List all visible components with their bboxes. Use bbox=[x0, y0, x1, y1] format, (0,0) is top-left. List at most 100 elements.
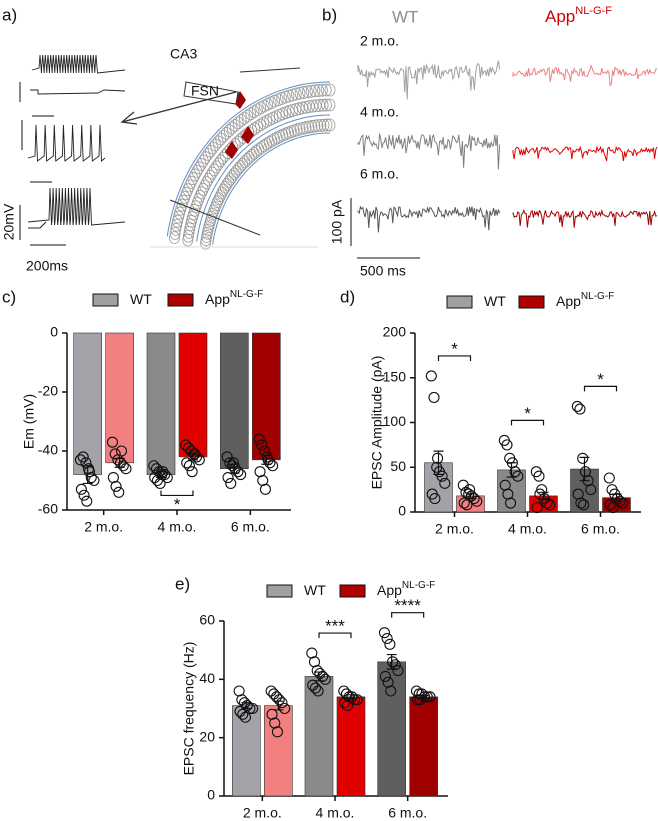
legend-swatch bbox=[167, 293, 194, 307]
neuron bbox=[324, 98, 336, 112]
legend-swatch bbox=[92, 293, 119, 307]
data-point bbox=[439, 477, 451, 489]
data-point bbox=[244, 702, 256, 715]
legend-swatch bbox=[518, 295, 545, 309]
data-point bbox=[256, 439, 268, 451]
data-point bbox=[384, 638, 396, 650]
y-axis-label: EPSC Amplitude (pA) bbox=[369, 356, 385, 490]
neuron bbox=[318, 118, 330, 132]
data-point bbox=[157, 466, 169, 478]
data-point bbox=[117, 460, 129, 472]
neuron bbox=[305, 84, 317, 98]
significance-bracket bbox=[160, 490, 194, 497]
neuron bbox=[226, 121, 238, 135]
data-point bbox=[106, 436, 119, 448]
legend-swatch bbox=[339, 584, 366, 598]
data-point bbox=[273, 694, 285, 706]
voltage-trace bbox=[28, 221, 47, 229]
neuron bbox=[170, 222, 182, 236]
electrode bbox=[239, 67, 301, 73]
significance-label: **** bbox=[394, 596, 421, 615]
data-point bbox=[227, 457, 239, 469]
data-point bbox=[259, 483, 271, 495]
neuron bbox=[187, 211, 198, 224]
data-point bbox=[191, 451, 203, 463]
fsn-cell bbox=[225, 141, 238, 159]
y-axis-label: Em (mV) bbox=[21, 394, 37, 449]
layer-line bbox=[166, 81, 331, 237]
y-tick-label: -60 bbox=[38, 501, 58, 517]
neuron bbox=[187, 172, 199, 185]
data-point bbox=[425, 370, 437, 382]
scale-label: 20mV bbox=[1, 203, 17, 240]
legend-label: WT bbox=[130, 291, 152, 307]
voltage-trace bbox=[31, 54, 126, 74]
neuron bbox=[294, 86, 306, 100]
significance-bracket bbox=[437, 355, 472, 361]
data-point bbox=[271, 726, 283, 738]
legend-name: App bbox=[556, 293, 581, 309]
panel-label: d) bbox=[340, 287, 355, 306]
data-point bbox=[577, 452, 589, 464]
neuron bbox=[300, 121, 312, 134]
neuron bbox=[201, 176, 212, 190]
cell-label: FSN bbox=[191, 83, 219, 99]
legend-label: AppNL-G-F bbox=[377, 580, 435, 598]
data-point bbox=[346, 691, 358, 703]
neuron bbox=[276, 92, 288, 105]
y-tick-label: 150 bbox=[383, 368, 407, 384]
significance-label: * bbox=[451, 339, 458, 358]
neuron bbox=[242, 109, 253, 123]
neuron bbox=[171, 218, 183, 232]
neuron bbox=[255, 118, 266, 132]
neuron bbox=[283, 89, 295, 103]
neuron bbox=[290, 87, 302, 101]
data-point bbox=[574, 403, 586, 415]
neuron bbox=[313, 84, 325, 97]
data-point bbox=[85, 471, 97, 484]
neuron bbox=[303, 120, 315, 134]
bar bbox=[336, 696, 366, 797]
data-point bbox=[432, 452, 444, 464]
data-point bbox=[460, 486, 472, 498]
current-trace bbox=[357, 205, 501, 233]
scale-label: 500 ms bbox=[360, 263, 406, 279]
data-point bbox=[349, 694, 361, 706]
fsn-cell bbox=[241, 126, 254, 144]
significance-bracket bbox=[583, 385, 618, 392]
current-trace bbox=[512, 145, 658, 162]
data-point bbox=[247, 702, 259, 715]
neuron bbox=[252, 120, 263, 134]
neuron bbox=[302, 85, 313, 99]
data-point bbox=[113, 486, 125, 498]
data-point bbox=[339, 697, 351, 709]
bar bbox=[73, 332, 102, 475]
x-tick-label: 2 m.o. bbox=[435, 521, 474, 537]
data-point bbox=[534, 488, 546, 500]
data-point bbox=[264, 457, 276, 469]
bar bbox=[304, 676, 334, 797]
neuron bbox=[280, 106, 292, 120]
neuron bbox=[235, 160, 246, 173]
neuron bbox=[196, 186, 207, 200]
neuron bbox=[197, 182, 209, 196]
current-trace bbox=[512, 208, 658, 228]
neuron bbox=[324, 118, 336, 132]
row-label: 2 m.o. bbox=[360, 33, 399, 49]
y-tick-label: 40 bbox=[199, 670, 215, 686]
neuron bbox=[287, 104, 298, 117]
data-point bbox=[151, 474, 163, 487]
legend-label: WT bbox=[304, 582, 326, 598]
neuron bbox=[321, 118, 333, 132]
y-tick-label: -20 bbox=[38, 383, 58, 399]
bar bbox=[146, 332, 176, 475]
legend-label: AppNL-G-F bbox=[556, 291, 614, 309]
bar bbox=[105, 332, 134, 464]
panel-label: a) bbox=[2, 5, 17, 24]
data-point bbox=[471, 495, 483, 507]
data-point bbox=[575, 497, 587, 509]
neuron bbox=[169, 227, 181, 240]
y-tick-label: 100 bbox=[383, 413, 407, 429]
neuron bbox=[290, 103, 302, 116]
